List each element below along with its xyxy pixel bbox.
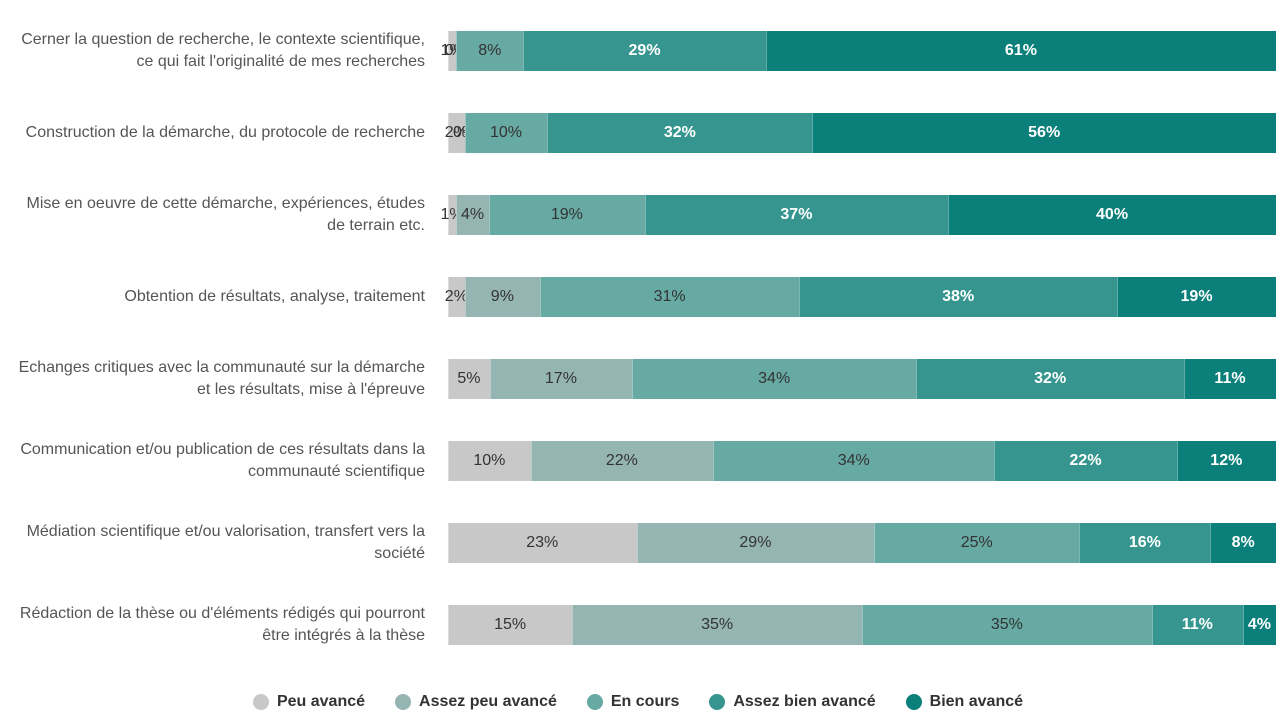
value-label: 12% (1210, 452, 1243, 469)
value-label: 4% (461, 206, 485, 223)
bar-segment (456, 195, 489, 235)
legend-item: Assez peu avancé (395, 693, 557, 711)
bar-segment (1151, 605, 1243, 645)
bar-segment (448, 359, 490, 399)
value-label: 23% (526, 534, 559, 551)
bar-segment (874, 523, 1080, 563)
bar-segment (448, 195, 457, 235)
bar-segment (464, 277, 540, 317)
value-label: 17% (544, 370, 577, 387)
legend-item: En cours (586, 693, 680, 711)
category-label: Médiation scientifique et/ou valorisatio… (26, 523, 425, 562)
bar-segment (489, 359, 632, 399)
value-label: 19% (1180, 288, 1213, 305)
legend-label: Bien avancé (929, 693, 1024, 710)
legend-label: Assez bien avancé (733, 693, 876, 710)
bar-segment (448, 31, 457, 71)
bar-segment (765, 31, 1276, 71)
legend-item: Assez bien avancé (709, 693, 876, 711)
bar-segment (448, 113, 465, 153)
bar-segment (1210, 523, 1276, 563)
legend-label: Peu avancé (276, 693, 366, 710)
bar-segment (862, 605, 1152, 645)
value-label: 35% (701, 616, 734, 633)
value-label: 35% (990, 616, 1023, 633)
value-label: 32% (1034, 370, 1067, 387)
value-label: 61% (1004, 42, 1037, 59)
value-label: 11% (1181, 616, 1213, 633)
value-label: 16% (1128, 534, 1161, 551)
bar-segment (456, 31, 524, 71)
value-label: 34% (758, 370, 791, 387)
bar-segment (916, 359, 1184, 399)
value-label: 10% (473, 452, 506, 469)
value-label: 40% (1096, 206, 1129, 223)
category-label: Construction de la démarche, du protocol… (25, 124, 425, 141)
legend-marker (905, 694, 922, 710)
bar-segment (448, 441, 531, 481)
bar-segment (523, 31, 766, 71)
bar-segment (636, 523, 875, 563)
category-label: Rédaction de la thèse ou d'éléments rédi… (19, 605, 425, 644)
bar-segment (812, 113, 1276, 153)
legend: Peu avancé Assez peu avancé En cours Assez … (0, 693, 1276, 711)
bar-segment (572, 605, 862, 645)
legend-label: En cours (610, 693, 680, 710)
value-label: 10% (489, 124, 522, 141)
value-label: 2% (444, 288, 468, 305)
legend-item: Bien avancé (905, 693, 1024, 711)
value-label: 29% (628, 42, 661, 59)
bar-segment (712, 441, 995, 481)
bar-segment (994, 441, 1177, 481)
value-label: 4% (1247, 616, 1271, 633)
bar-segment (547, 113, 813, 153)
category-label: Obtention de résultats, analyse, traitem… (124, 288, 425, 305)
category-label: Communication et/ou publication de ces r… (20, 441, 425, 480)
bar-segment (448, 605, 573, 645)
legend-label: Assez peu avancé (419, 693, 557, 710)
bar-segment (644, 195, 949, 235)
bar-segment (1176, 441, 1276, 481)
value-label: 56% (1028, 124, 1061, 141)
bar-segment (799, 277, 1118, 317)
value-label: 8% (1231, 534, 1255, 551)
category-label: Echanges critiques avec la communauté su… (18, 359, 425, 398)
bar-segment (540, 277, 800, 317)
value-label: 34% (837, 452, 870, 469)
category-label: Mise en oeuvre de cette démarche, expéri… (26, 195, 425, 234)
bar-segment (448, 277, 465, 317)
bar-segment (488, 195, 645, 235)
legend-marker (709, 694, 726, 710)
bar-segment (948, 195, 1276, 235)
legend-marker (252, 694, 269, 710)
value-label: 9% (490, 288, 514, 305)
value-label: 32% (663, 124, 696, 141)
bar-segment (632, 359, 917, 399)
value-label: 22% (605, 452, 638, 469)
bar-segment (448, 523, 637, 563)
value-label: 11% (1214, 370, 1246, 387)
bar-segment (530, 441, 713, 481)
value-label: 8% (478, 42, 502, 59)
legend-marker (586, 694, 603, 710)
value-label: 37% (780, 206, 813, 223)
legend-item: Peu avancé (252, 693, 366, 711)
value-label: 15% (494, 616, 527, 633)
bar-segment (1184, 359, 1276, 399)
value-label: 29% (739, 534, 772, 551)
bar-segment (1117, 277, 1276, 317)
value-label: 5% (457, 370, 481, 387)
legend-marker (395, 694, 412, 710)
value-label: 2% (444, 124, 468, 141)
bar-segment (1079, 523, 1211, 563)
value-label: 22% (1069, 452, 1102, 469)
value-label: 25% (960, 534, 993, 551)
value-label: 19% (550, 206, 583, 223)
value-label: 31% (653, 288, 686, 305)
category-label: Cerner la question de recherche, le cont… (21, 31, 425, 70)
bar-segment (464, 113, 548, 153)
value-label: 38% (942, 288, 975, 305)
bar-segment (1242, 605, 1276, 645)
